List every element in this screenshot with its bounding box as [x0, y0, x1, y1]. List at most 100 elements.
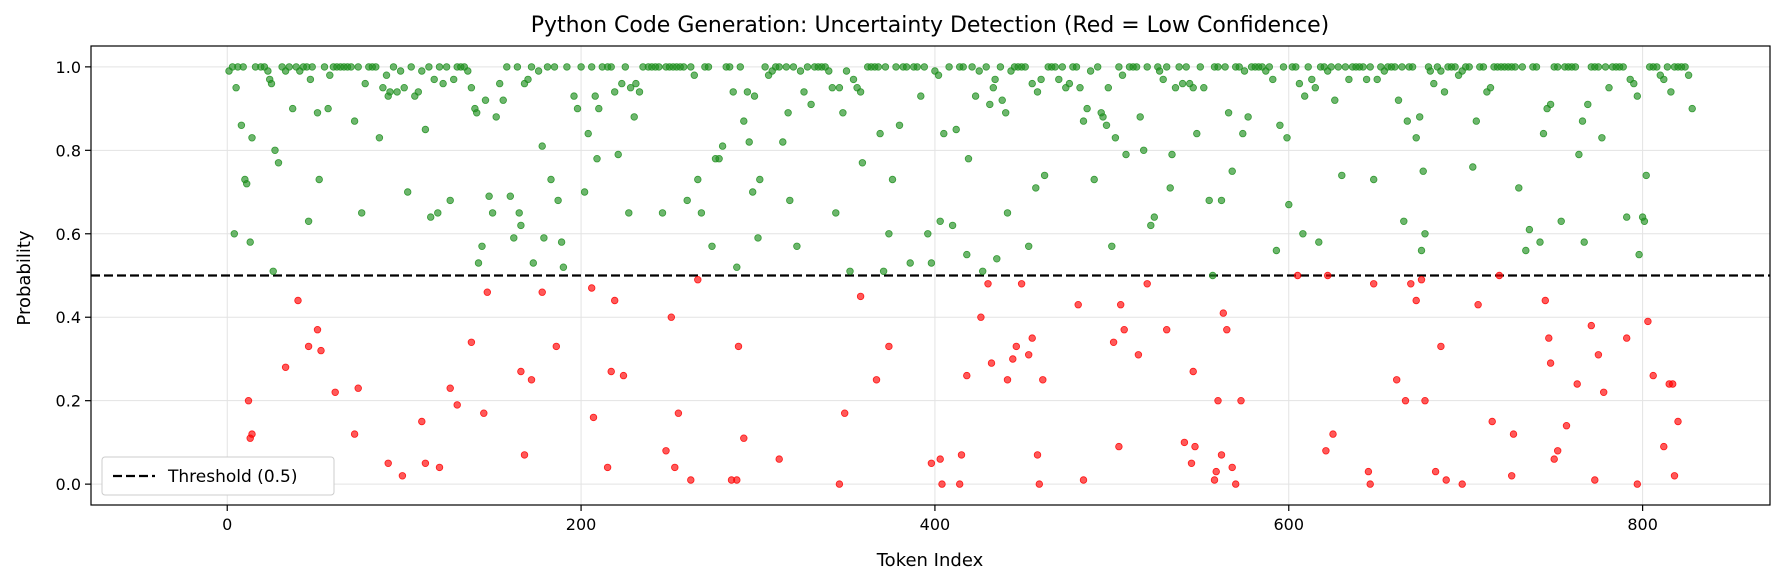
data-point: [248, 430, 256, 438]
data-point: [1155, 67, 1164, 75]
data-point: [446, 196, 454, 205]
data-point: [687, 63, 695, 71]
data-point: [879, 267, 888, 275]
data-point: [1072, 63, 1081, 71]
data-point: [1359, 63, 1367, 71]
data-point: [1421, 397, 1429, 405]
data-point: [1364, 467, 1373, 476]
data-point: [1681, 63, 1689, 71]
data-point: [591, 92, 599, 100]
data-point: [1279, 63, 1288, 71]
data-point: [1553, 63, 1562, 71]
data-point: [1327, 63, 1335, 71]
data-point: [418, 417, 426, 426]
data-point: [1398, 63, 1406, 71]
data-point: [379, 83, 387, 92]
data-point: [1640, 217, 1649, 225]
data-point: [400, 83, 408, 92]
data-point: [987, 359, 996, 367]
data-point: [481, 96, 490, 104]
data-point: [789, 63, 798, 71]
data-point: [917, 92, 925, 100]
data-point: [1412, 134, 1420, 142]
data-point: [1021, 63, 1029, 71]
data-point: [635, 88, 644, 96]
data-point: [1601, 63, 1610, 71]
data-point: [1594, 351, 1603, 359]
data-point: [244, 397, 253, 405]
data-point: [453, 401, 461, 409]
data-point: [924, 230, 932, 238]
data-point: [1562, 422, 1571, 430]
data-point: [1479, 63, 1488, 71]
data-point: [1239, 129, 1247, 138]
data-point: [803, 63, 812, 71]
data-point: [846, 267, 854, 275]
data-point: [1642, 171, 1650, 180]
data-point: [1622, 334, 1631, 342]
data-point: [885, 230, 893, 238]
data-point: [1150, 213, 1158, 221]
data-point: [1315, 238, 1323, 246]
data-point: [1189, 367, 1197, 376]
legend: Threshold (0.5): [101, 456, 335, 496]
data-point: [984, 280, 992, 288]
data-point: [1166, 184, 1174, 192]
data-point: [1525, 225, 1534, 234]
data-point: [1417, 246, 1426, 255]
data-point: [1219, 309, 1227, 317]
data-point: [603, 463, 612, 472]
data-point: [552, 342, 560, 351]
data-point: [520, 451, 529, 459]
data-point: [1115, 442, 1123, 451]
data-point: [563, 63, 571, 71]
data-point: [1028, 79, 1036, 88]
y-axis-label: Probability: [14, 230, 35, 325]
data-point: [611, 88, 619, 96]
data-point: [427, 213, 435, 221]
data-point: [936, 455, 944, 463]
chart-title: Python Code Generation: Uncertainty Dete…: [531, 13, 1330, 38]
data-point: [1412, 296, 1420, 305]
data-point: [446, 384, 454, 392]
data-point: [1366, 480, 1374, 488]
data-point: [474, 259, 483, 267]
data-point: [1417, 276, 1426, 284]
data-point: [749, 188, 757, 196]
data-point: [1178, 79, 1187, 88]
data-point: [580, 188, 589, 196]
data-point: [1065, 79, 1074, 88]
data-point: [1003, 209, 1012, 217]
data-point: [313, 109, 322, 117]
data-point: [1605, 83, 1613, 92]
data-point: [267, 79, 276, 88]
data-point: [393, 88, 401, 96]
data-point: [1108, 242, 1116, 250]
data-point: [1214, 63, 1222, 71]
data-point: [1426, 67, 1434, 75]
data-point: [550, 63, 559, 71]
data-point: [1283, 134, 1291, 142]
data-point: [1244, 113, 1252, 121]
data-point: [315, 175, 323, 184]
data-point: [957, 451, 966, 459]
data-point: [485, 192, 493, 200]
data-point: [1193, 129, 1201, 138]
data-point: [849, 75, 858, 84]
data-point: [948, 221, 957, 230]
data-point: [674, 409, 683, 417]
data-point: [1451, 63, 1459, 71]
data-point: [435, 463, 444, 472]
data-point: [1265, 63, 1273, 71]
legend-threshold-label: Threshold (0.5): [167, 467, 297, 487]
data-point: [1182, 63, 1190, 71]
data-point: [1633, 480, 1641, 488]
data-point: [1162, 63, 1171, 71]
data-point: [1079, 476, 1088, 484]
data-point: [740, 434, 748, 442]
data-point: [1210, 476, 1219, 484]
data-point: [1546, 359, 1555, 367]
data-point: [832, 209, 840, 217]
data-point: [1122, 150, 1130, 159]
